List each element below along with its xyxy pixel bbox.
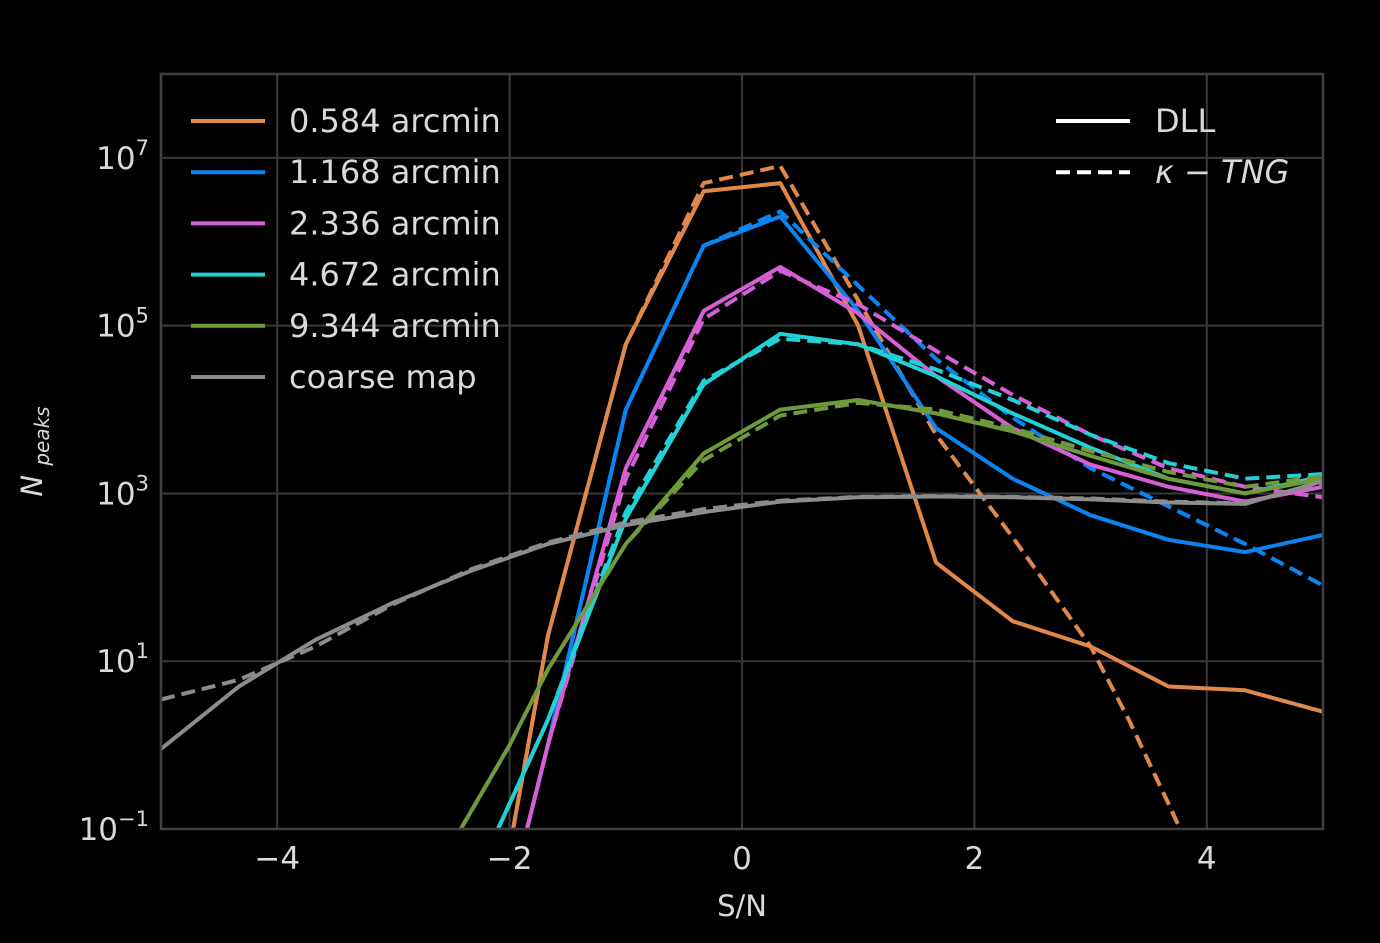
series-line — [525, 268, 1323, 829]
x-tick-label: 4 — [1197, 841, 1217, 877]
series-line — [525, 209, 1323, 829]
x-tick-label: −4 — [254, 841, 300, 877]
series-line — [161, 480, 1323, 702]
x-tick-label: −2 — [487, 841, 533, 877]
x-axis: −4 −2 0 2 4 — [254, 841, 1216, 877]
legend-label: 2.336 arcmin — [289, 204, 501, 242]
legend-line-styles: DLL κ − TNG — [1056, 102, 1289, 191]
y-tick-label: 101 — [96, 639, 149, 680]
y-tick-label: 107 — [96, 136, 149, 177]
legend-label: 1.168 arcmin — [289, 153, 501, 191]
legend-label: 0.584 arcmin — [289, 102, 501, 140]
x-tick-label: 2 — [965, 841, 985, 877]
series-line — [525, 214, 1323, 829]
x-axis-label: S/N — [717, 889, 767, 923]
legend-label: 4.672 arcmin — [289, 256, 501, 294]
legend-label: coarse map — [289, 358, 477, 396]
y-tick-label: 10−1 — [79, 807, 149, 848]
grid-lines — [161, 74, 1323, 829]
x-tick-label: 0 — [732, 841, 752, 877]
series-line — [459, 400, 1323, 829]
y-axis: 10−1 101 103 105 107 — [79, 136, 149, 848]
y-tick-label: 103 — [96, 471, 149, 512]
legend-resolutions: 0.584 arcmin 1.168 arcmin 2.336 arcmin 4.67… — [191, 102, 501, 396]
legend-style-label: κ − TNG — [1155, 153, 1289, 191]
series-line — [525, 265, 1323, 829]
axes-frame — [159, 72, 1325, 831]
plot-area — [161, 164, 1323, 829]
y-tick-label: 105 — [96, 304, 149, 345]
y-axis-label: N peaks — [15, 406, 54, 496]
y-axis-label-subscript: peaks — [30, 406, 54, 466]
series-line — [496, 336, 1323, 829]
legend-style-label: DLL — [1155, 102, 1215, 140]
y-axis-label-main: N — [15, 475, 49, 497]
legend-label: 9.344 arcmin — [289, 307, 501, 345]
